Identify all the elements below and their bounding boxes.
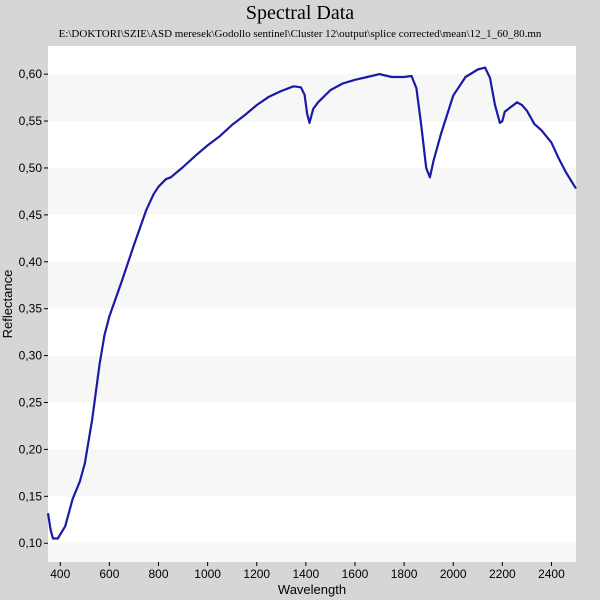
x-tick-label: 1800 <box>391 567 418 581</box>
y-tick-label: 0,35 <box>19 302 43 316</box>
grid-band <box>48 308 576 356</box>
chart-title: Spectral Data <box>245 2 355 24</box>
x-tick-label: 2000 <box>440 567 467 581</box>
y-tick-label: 0,15 <box>19 489 43 503</box>
x-tick-label: 1000 <box>194 567 221 581</box>
x-tick-label: 1600 <box>342 567 369 581</box>
y-tick-label: 0,25 <box>19 396 43 410</box>
y-tick-label: 0,10 <box>19 536 43 550</box>
x-tick-label: 800 <box>148 567 168 581</box>
grid-band <box>48 46 576 75</box>
grid-bands <box>48 46 576 544</box>
x-axis-title: Wavelength <box>278 582 346 597</box>
x-tick-label: 1400 <box>293 567 320 581</box>
grid-band <box>48 402 576 450</box>
y-tick-label: 0,45 <box>19 208 43 222</box>
x-tick-label: 2200 <box>489 567 516 581</box>
x-tick-label: 600 <box>99 567 119 581</box>
y-axis-ticks: 0,10 0,15 0,20 0,25 0,30 0,35 0,40 0,45 0,50 0,55… <box>19 67 48 550</box>
y-tick-label: 0,20 <box>19 442 43 456</box>
y-tick-label: 0,50 <box>19 161 43 175</box>
chart-subtitle: E:\DOKTORI\SZIE\ASD meresek\Godollo sent… <box>58 28 542 40</box>
x-tick-label: 400 <box>50 567 70 581</box>
x-tick-label: 1200 <box>243 567 270 581</box>
x-axis-ticks: 400 600 800 1000 1200 1400 1600 1800 2000 2200 240… <box>50 562 565 581</box>
grid-band <box>48 496 576 544</box>
x-tick-label: 2400 <box>538 567 565 581</box>
reflectance-line <box>46 66 577 540</box>
y-axis-title: Reflectance <box>0 270 15 339</box>
grid-band <box>48 214 576 262</box>
grid-band <box>48 121 576 168</box>
y-tick-label: 0,55 <box>19 114 43 128</box>
y-tick-label: 0,60 <box>19 67 43 81</box>
y-tick-label: 0,30 <box>19 349 43 363</box>
y-tick-label: 0,40 <box>19 255 43 269</box>
